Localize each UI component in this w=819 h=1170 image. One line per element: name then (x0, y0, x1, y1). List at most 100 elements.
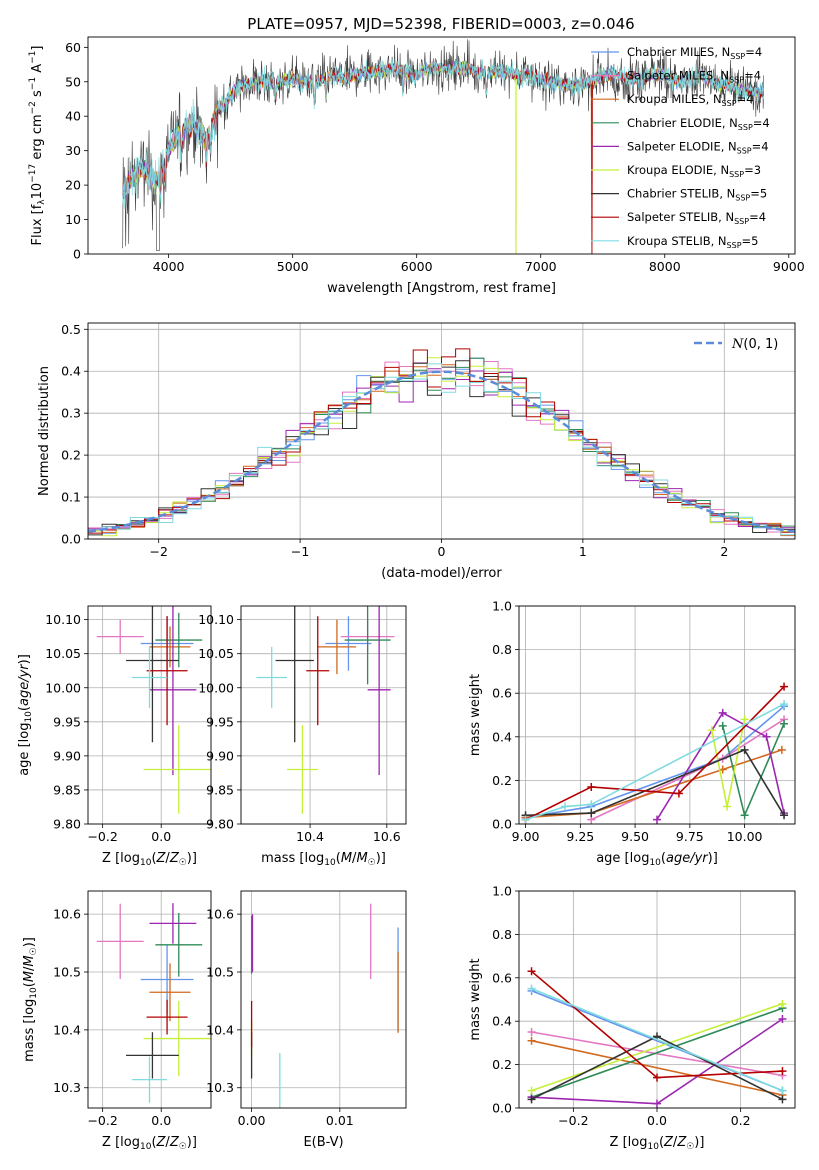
x-tick-label: 9.00 (512, 829, 540, 844)
label-part: 10 (649, 858, 661, 868)
axes-frame (518, 605, 796, 825)
weight-marker (778, 1095, 787, 1104)
weight-marker (778, 1067, 787, 1076)
label-part: 10 (324, 858, 336, 868)
y-tick-label: 9.95 (206, 714, 234, 729)
label-part: / (22, 966, 37, 971)
label-part: )] (694, 1135, 704, 1150)
y-tick-label: 10.4 (53, 1022, 81, 1037)
weight-line (531, 1031, 783, 1077)
label-part: M (341, 851, 352, 866)
legend-subscript: SSP (730, 52, 745, 61)
y-tick-label: 10.6 (53, 907, 81, 922)
ebv-panel: 0.00 0.01 10.3 10.4 10.5 10.6 E(B-V) (206, 890, 407, 1150)
y-tick-label: 9.90 (53, 748, 81, 763)
x-tick-label: 10.6 (373, 829, 401, 844)
x-tick-label: 9.75 (676, 829, 704, 844)
y-tick-label: 0.2 (492, 1057, 512, 1072)
x-tick-label: 9.50 (621, 829, 649, 844)
grid-lines (88, 323, 795, 540)
weight-marker (780, 700, 789, 709)
y-tick-label: 20 (65, 178, 81, 193)
label-part: M (22, 955, 37, 966)
x-tick-label: −0.2 (558, 1113, 588, 1128)
legend-nssp: =4 (753, 116, 770, 130)
spectrum-line (122, 59, 765, 209)
label-part: ( (151, 1135, 156, 1150)
label-part: ☉ (368, 858, 376, 868)
label-part: age/yr (666, 851, 709, 866)
label-part: mass [log (261, 851, 324, 866)
y-tick-label: 30 (65, 143, 81, 158)
label-part: erg cm (30, 114, 45, 163)
label-part: −17 (28, 164, 38, 183)
weight-marker (777, 745, 786, 754)
y-tick-label: 9.95 (53, 714, 81, 729)
weight-marker (718, 721, 727, 730)
weight-marker (527, 1086, 536, 1095)
weight-marker (740, 811, 749, 820)
legend-nssp: =5 (742, 234, 759, 248)
y-tick-label: 10.4 (206, 1022, 234, 1037)
y-tick-label: 9.90 (206, 748, 234, 763)
figure-title: PLATE=0957, MJD=52398, FIBERID=0003, z=0… (247, 15, 634, 33)
y-tick-label: 10 (65, 212, 81, 227)
weight-marker (653, 1073, 661, 1082)
grid-lines (88, 891, 211, 1108)
label-part: )] (22, 937, 37, 947)
y-tick-label: 0.8 (492, 642, 512, 657)
legend-label: Chabrier ELODIE, NSSP=4 (627, 116, 770, 132)
x-tick-label: −2 (149, 544, 167, 559)
weight-marker (718, 708, 727, 717)
x-tick-label: 2 (720, 544, 728, 559)
label-part: ( (659, 1135, 664, 1150)
legend-nssp: =4 (749, 210, 766, 224)
y-tick-label: 10.10 (198, 612, 234, 627)
legend-subscript: SSP (727, 241, 742, 250)
legend-nssp: =3 (744, 163, 761, 177)
plot-area (256, 606, 395, 814)
label-part: ( (151, 851, 156, 866)
weight-marker (780, 682, 789, 691)
x-axis-label: mass [log10(M/M☉)] (261, 851, 386, 868)
label-part: mass [log (22, 999, 37, 1062)
weight-marker (587, 782, 596, 791)
y-tick-label: 0.4 (492, 729, 512, 744)
label-part: )] (376, 851, 386, 866)
x-tick-label: 8000 (649, 259, 681, 274)
y-tick-label: 0.2 (61, 448, 81, 463)
x-tick-label: 0.00 (238, 1113, 266, 1128)
legend-model: Chabrier STELIB, N (627, 187, 735, 201)
x-tick-label: 0 (438, 544, 446, 559)
mass-vs-metallicity-panel: −0.2 0.010.310.410.510.6Z [log10(Z/Z☉)]ma… (22, 890, 212, 1152)
label-part: Z (156, 1135, 167, 1150)
axes-frame (240, 890, 407, 1109)
x-tick-label: 0.0 (151, 1113, 171, 1128)
legend-label: N(0, 1) (731, 337, 778, 352)
label-part: age/yr (17, 663, 32, 706)
label-part: Z (663, 1135, 674, 1150)
y-tick-label: 1.0 (492, 599, 512, 614)
weight-marker (778, 999, 787, 1008)
label-part: 10 (140, 858, 152, 868)
weight-marker (587, 809, 596, 818)
label-part: )] (187, 851, 197, 866)
y-tick-label: 0.1 (61, 490, 81, 505)
plot-area (250, 903, 399, 1108)
legend-model: Kroupa MILES, N (627, 92, 722, 106)
grid-lines (241, 606, 406, 825)
x-tick-label: 1 (579, 544, 587, 559)
x-axis-label: age [log10(age/yr)] (596, 851, 718, 868)
y-tick-label: 0.2 (492, 773, 512, 788)
label-part: / (673, 1135, 678, 1150)
spectrum-panel: 4000 5000 6000 7000 8000 9000 0 10 20 30 40 50 60 wav… (28, 36, 805, 296)
label-part: mass weight (468, 674, 483, 756)
weight-line (531, 1007, 783, 1098)
y-tick-label: 10.10 (45, 612, 81, 627)
axes-frame (87, 605, 212, 825)
axes-frame (240, 605, 407, 825)
legend-label: Kroupa MILES, NSSP=4 (627, 92, 753, 108)
legend-symbol: N (731, 337, 744, 352)
legend-label: Kroupa STELIB, NSSP=5 (627, 234, 758, 250)
x-tick-label: 7000 (525, 259, 557, 274)
